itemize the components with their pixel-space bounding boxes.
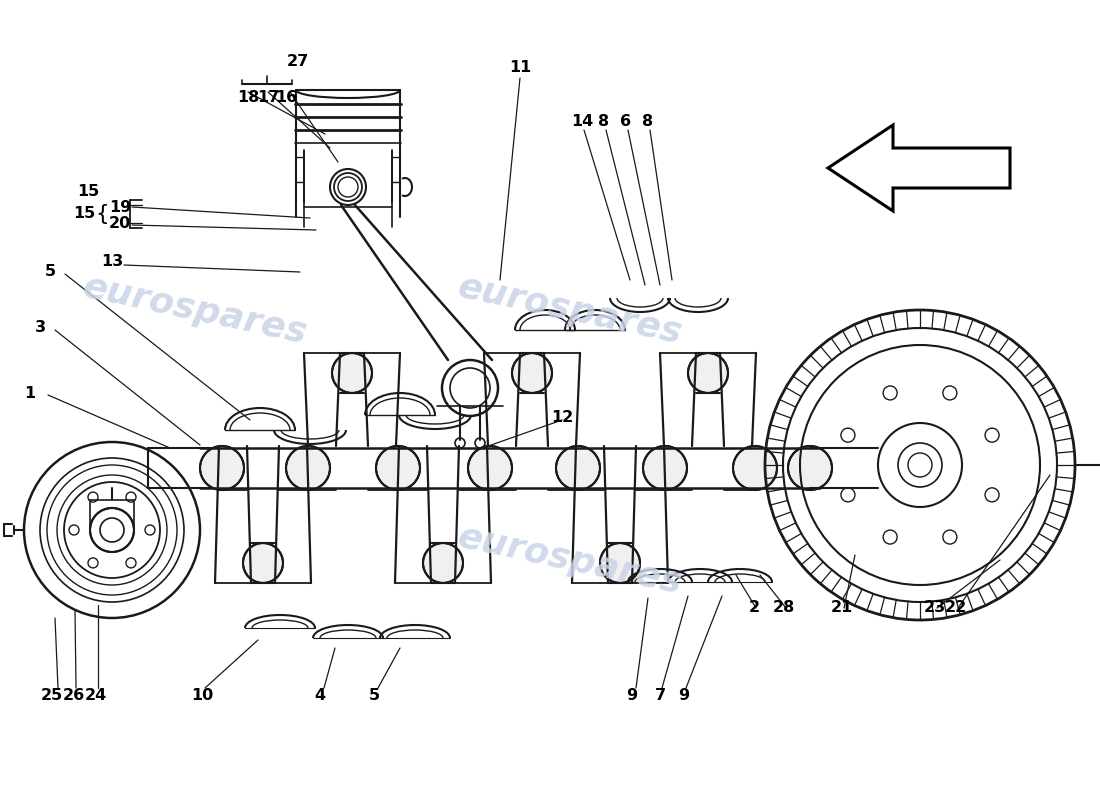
Text: 9: 9 [626,687,638,702]
Text: 4: 4 [315,687,326,702]
Text: 16: 16 [275,90,297,105]
Text: 7: 7 [654,687,666,702]
Text: 15: 15 [77,185,99,199]
Text: 10: 10 [191,687,213,702]
Text: 5: 5 [44,265,56,279]
Text: 14: 14 [571,114,593,130]
Circle shape [455,438,465,448]
Text: 22: 22 [945,601,967,615]
Circle shape [376,446,420,490]
Text: 12: 12 [551,410,573,426]
Text: 18: 18 [236,90,260,105]
Text: 13: 13 [101,254,123,270]
Circle shape [788,446,832,490]
Circle shape [644,446,688,490]
Text: 5: 5 [368,687,379,702]
Circle shape [468,446,512,490]
Text: {: { [95,204,109,224]
Text: 25: 25 [41,687,63,702]
Text: 21: 21 [830,601,854,615]
Text: eurospares: eurospares [454,520,685,600]
Text: 19: 19 [109,199,131,214]
Circle shape [424,543,463,583]
Text: 23: 23 [924,601,946,615]
Circle shape [200,446,244,490]
Circle shape [688,353,728,393]
Text: 8: 8 [642,114,653,130]
Circle shape [512,353,552,393]
Text: 15: 15 [73,206,95,222]
Text: 9: 9 [679,687,690,702]
Text: 17: 17 [257,90,279,105]
Text: 11: 11 [509,61,531,75]
Text: 2: 2 [748,601,760,615]
Circle shape [556,446,600,490]
Circle shape [733,446,777,490]
Circle shape [90,508,134,552]
Circle shape [243,543,283,583]
Text: 6: 6 [620,114,631,130]
Circle shape [286,446,330,490]
Polygon shape [828,125,1010,211]
Circle shape [332,353,372,393]
Text: 24: 24 [85,687,107,702]
Text: eurospares: eurospares [454,270,685,350]
Text: 1: 1 [24,386,35,401]
Text: 8: 8 [598,114,609,130]
Text: 3: 3 [34,321,45,335]
Circle shape [600,543,640,583]
Text: 20: 20 [109,215,131,230]
Circle shape [475,438,485,448]
Text: 28: 28 [773,601,795,615]
Text: 27: 27 [287,54,309,70]
Text: 26: 26 [63,687,85,702]
Text: eurospares: eurospares [79,270,310,350]
